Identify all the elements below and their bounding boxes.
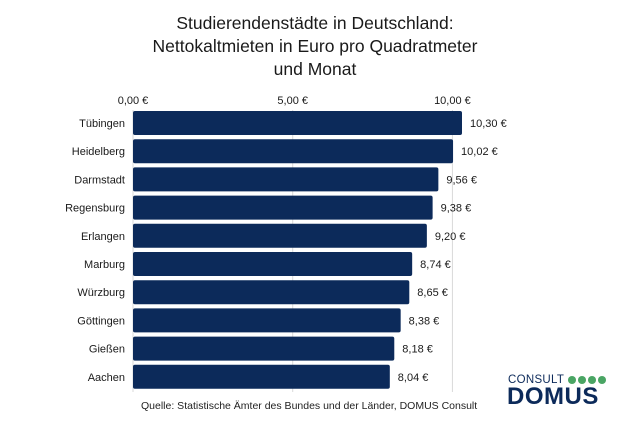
- value-label-4: 9,20 €: [435, 231, 466, 243]
- bar-7: [133, 308, 401, 333]
- category-label-0: Tübingen: [79, 118, 125, 130]
- source-note: Quelle: Statistische Ämter des Bundes un…: [141, 400, 478, 412]
- category-label-7: Göttingen: [77, 315, 125, 327]
- category-label-1: Heidelberg: [72, 146, 125, 158]
- value-label-9: 8,04 €: [398, 372, 429, 384]
- category-label-3: Regensburg: [65, 203, 125, 215]
- logo-consult-text: CONSULT: [508, 374, 565, 386]
- x-tick-label-0: 0,00 €: [118, 95, 149, 107]
- x-tick-label-1: 5,00 €: [277, 95, 308, 107]
- value-label-5: 8,74 €: [420, 259, 451, 271]
- value-label-0: 10,30 €: [470, 118, 507, 130]
- bar-9: [133, 364, 390, 389]
- bar-1: [133, 139, 454, 164]
- bar-6: [133, 280, 410, 305]
- chart-title: Studierendenstädte in Deutschland: Netto…: [0, 12, 630, 81]
- category-label-5: Marburg: [84, 259, 125, 271]
- category-label-6: Würzburg: [77, 287, 125, 299]
- value-label-6: 8,65 €: [417, 287, 448, 299]
- value-label-7: 8,38 €: [409, 315, 440, 327]
- bar-2: [133, 167, 439, 192]
- bar-4: [133, 223, 427, 248]
- chart-title-line-3: und Monat: [273, 59, 357, 79]
- bar-0: [133, 111, 462, 135]
- category-label-4: Erlangen: [81, 231, 125, 243]
- category-label-8: Gießen: [89, 344, 125, 356]
- category-label-9: Aachen: [88, 372, 125, 384]
- x-tick-label-2: 10,00 €: [434, 95, 471, 107]
- bar-5: [133, 252, 413, 276]
- domus-consult-logo: CONSULT DOMUS: [507, 374, 606, 410]
- chart-title-line-2: Nettokaltmieten in Euro pro Quadratmeter: [152, 36, 478, 56]
- value-label-2: 9,56 €: [446, 174, 477, 186]
- bar-8: [133, 336, 395, 361]
- logo-domus-text: DOMUS: [507, 383, 599, 410]
- category-label-2: Darmstadt: [74, 174, 125, 186]
- value-label-1: 10,02 €: [461, 146, 498, 158]
- logo-dots-icon: [568, 376, 606, 384]
- value-label-8: 8,18 €: [402, 344, 433, 356]
- chart-title-line-1: Studierendenstädte in Deutschland:: [176, 13, 454, 33]
- bar-3: [133, 195, 433, 220]
- value-label-3: 9,38 €: [441, 203, 472, 215]
